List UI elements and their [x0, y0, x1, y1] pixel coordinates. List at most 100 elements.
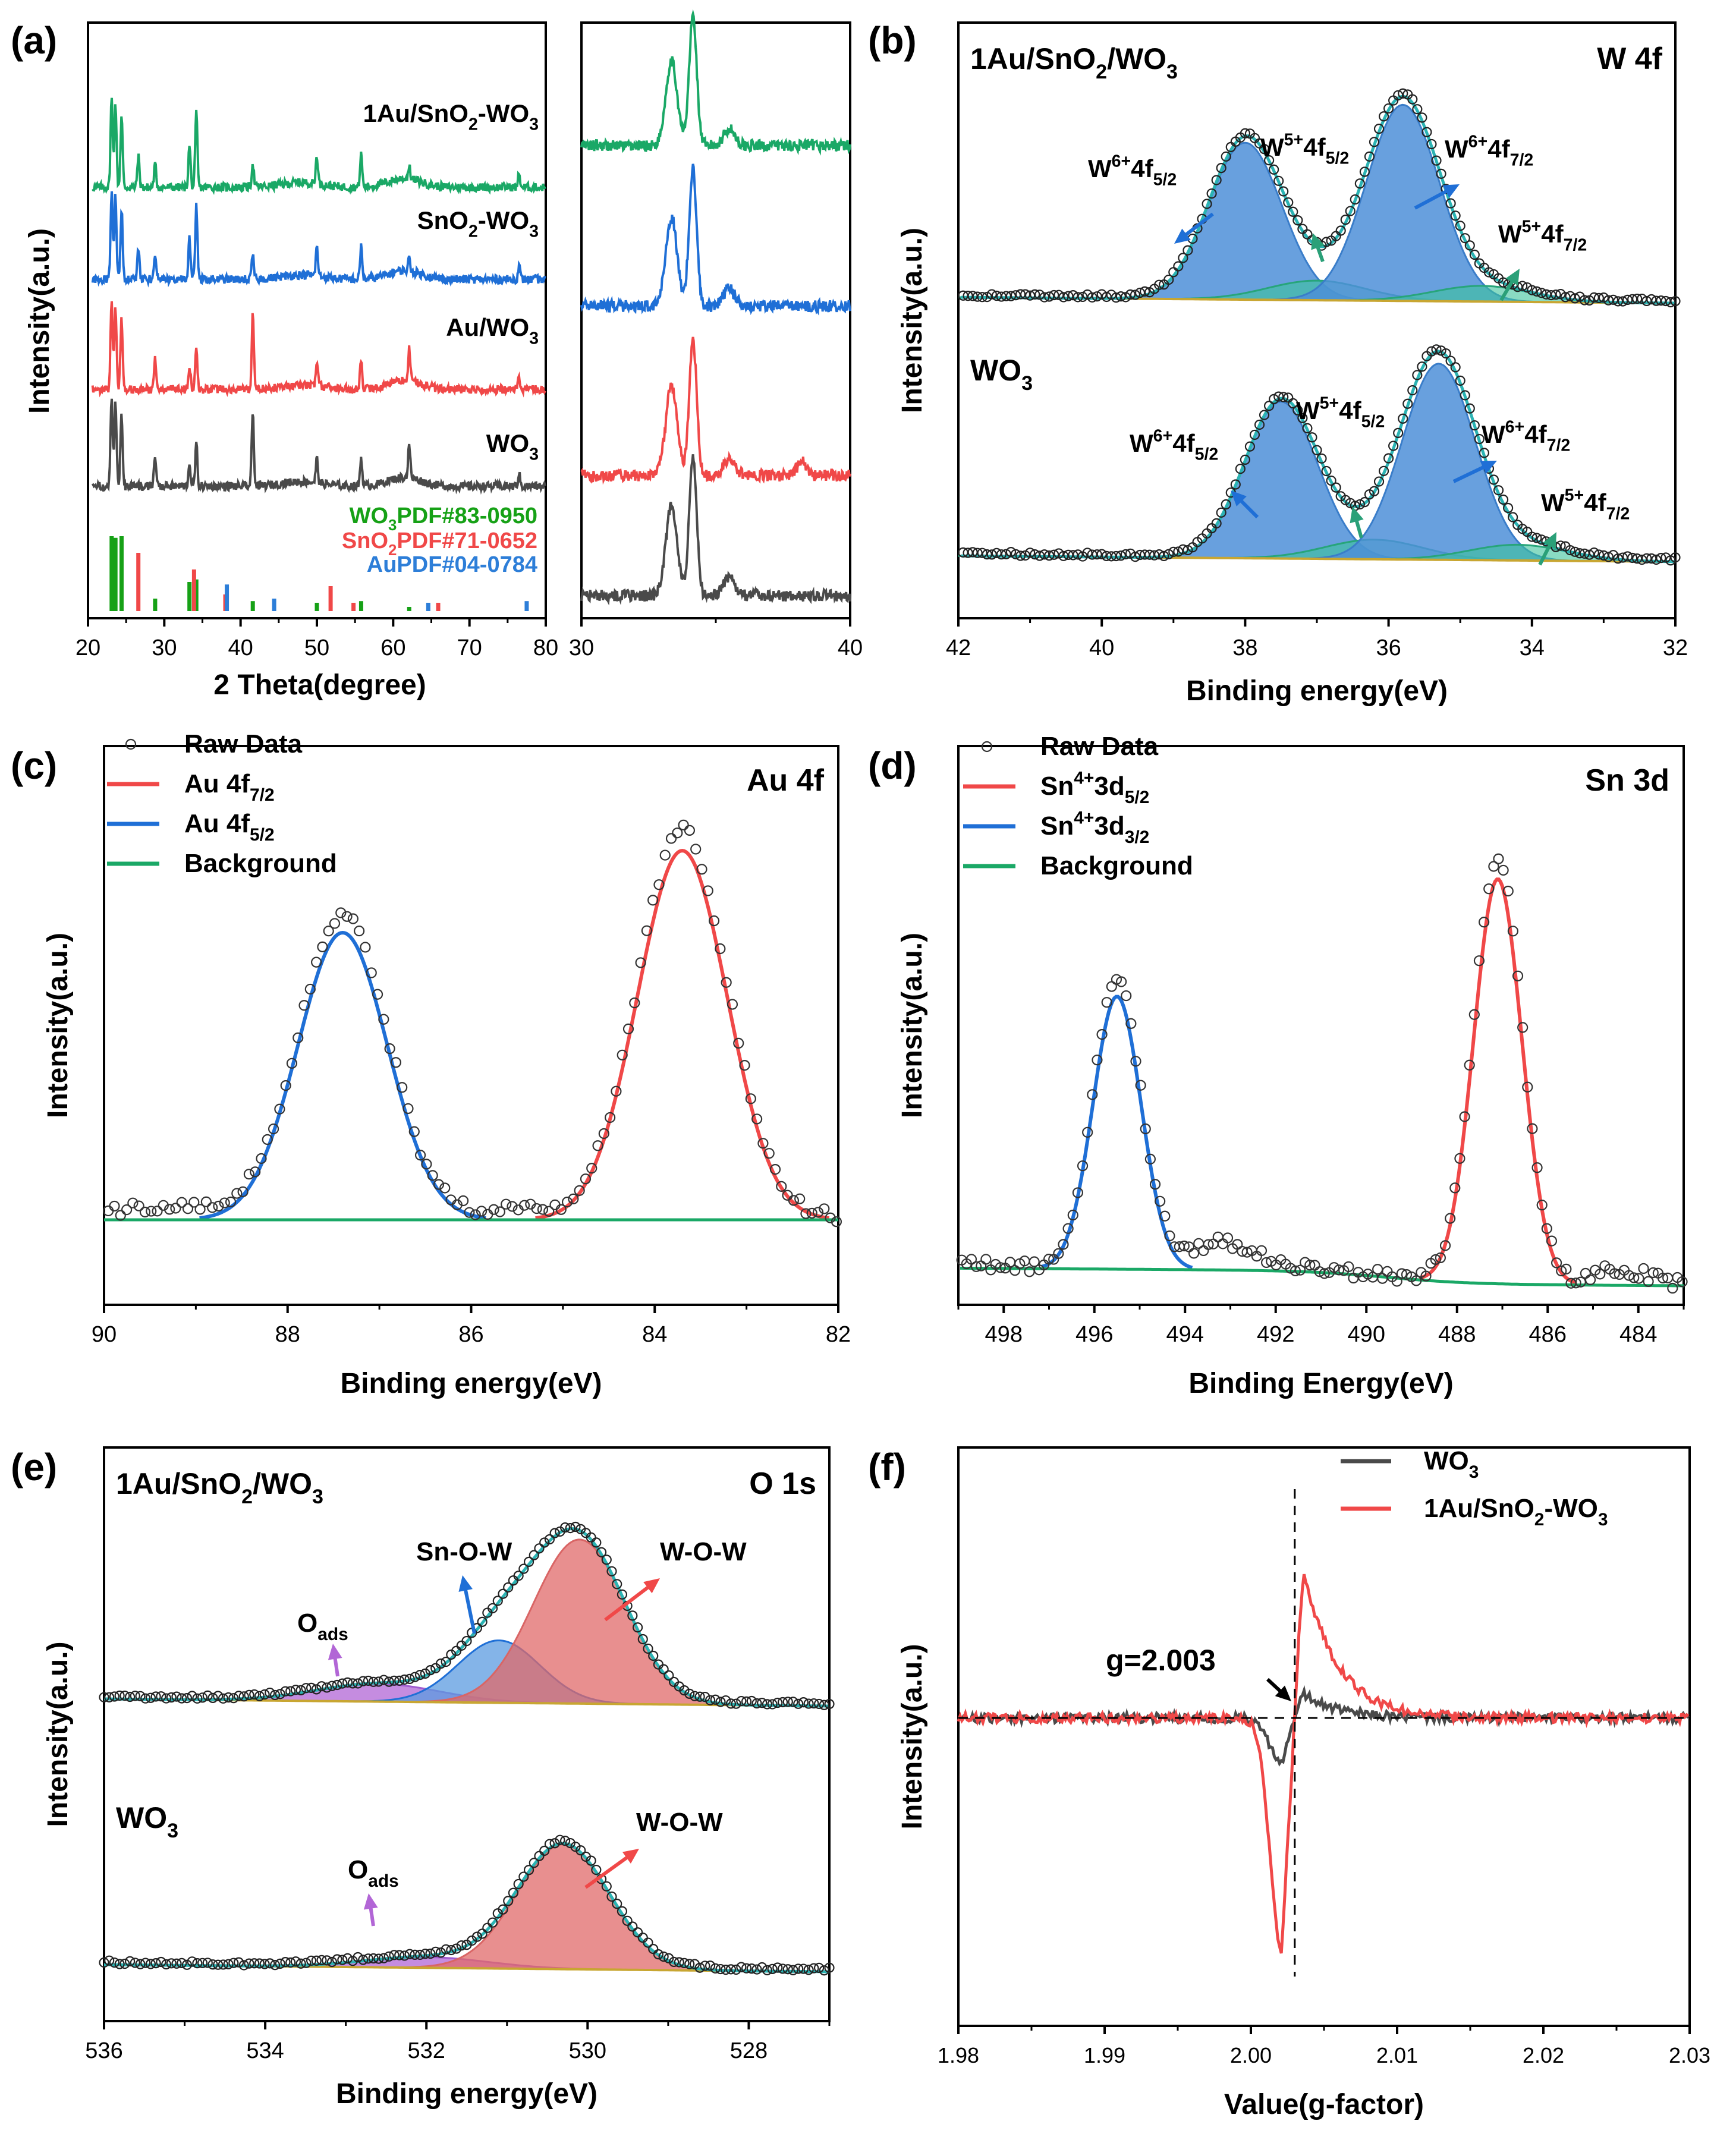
x-axis-title: 2 Theta(degree)	[213, 669, 426, 701]
legend: Raw Data Au 4f7/2 Au 4f5/2 Background	[107, 729, 337, 878]
raw-point	[1405, 1271, 1417, 1283]
raw-point	[373, 1676, 384, 1687]
raw-point	[1590, 1264, 1601, 1276]
raw-point	[254, 1691, 265, 1701]
raw-point	[1431, 344, 1442, 355]
raw-point	[456, 1940, 467, 1951]
y-axis-title: Intensity(a.u.)	[897, 228, 928, 413]
raw-point	[1159, 1210, 1171, 1222]
raw-point	[1608, 550, 1619, 561]
raw-point	[715, 1697, 726, 1707]
raw-point	[446, 1649, 457, 1660]
raw-point	[194, 1204, 206, 1215]
raw-point	[378, 1953, 389, 1963]
raw-point	[182, 1203, 194, 1214]
raw-point	[739, 1059, 750, 1071]
raw-point	[1073, 292, 1083, 303]
raw-point	[1096, 1028, 1108, 1040]
raw-point	[425, 1948, 436, 1959]
raw-point	[710, 1963, 721, 1974]
raw-point	[1020, 289, 1031, 300]
peak-arrow-head	[1174, 228, 1191, 244]
raw-point	[580, 1173, 592, 1185]
raw-point	[360, 942, 371, 953]
raw-point	[1139, 286, 1150, 297]
raw-point	[653, 879, 665, 890]
raw-point	[262, 1134, 273, 1145]
series-label: Au/WO3	[446, 313, 539, 348]
raw-point	[606, 1566, 617, 1576]
raw-point	[218, 1693, 229, 1704]
raw-point	[694, 1691, 705, 1702]
raw-point	[757, 1962, 768, 1973]
raw-point	[109, 1200, 120, 1212]
raw-point	[124, 1691, 136, 1702]
raw-point	[347, 913, 358, 924]
x-tick-label: 494	[1166, 1322, 1204, 1347]
raw-point	[498, 1588, 508, 1599]
raw-point	[399, 1950, 410, 1961]
raw-point	[731, 1698, 741, 1709]
panel-letter: (b)	[868, 19, 917, 62]
raw-point	[985, 1264, 996, 1276]
raw-point	[1297, 413, 1308, 423]
raw-point	[332, 1679, 342, 1691]
raw-point	[809, 1963, 819, 1974]
raw-point	[1024, 290, 1036, 301]
raw-point	[269, 1960, 281, 1971]
raw-point	[140, 1693, 151, 1704]
raw-point	[337, 1678, 348, 1689]
raw-point	[1058, 1239, 1069, 1250]
raw-point	[710, 1694, 721, 1705]
raw-point	[1058, 292, 1069, 303]
raw-point	[809, 1698, 819, 1709]
raw-point	[684, 1688, 695, 1699]
raw-point	[1584, 295, 1595, 306]
raw-point	[1474, 258, 1485, 269]
raw-point	[177, 1958, 187, 1968]
raw-point	[1517, 1022, 1529, 1033]
raw-point	[451, 1645, 462, 1656]
raw-point	[1058, 550, 1069, 561]
raw-point	[421, 1159, 432, 1170]
raw-point	[317, 941, 328, 953]
raw-point	[617, 1049, 628, 1060]
raw-point	[705, 1960, 716, 1971]
raw-point	[544, 1839, 555, 1849]
raw-point	[1493, 485, 1504, 496]
raw-point	[1638, 1263, 1649, 1274]
raw-point	[1034, 289, 1045, 300]
legend-label: Sn4+3d5/2	[1040, 769, 1149, 808]
sample-label: WO3	[116, 1801, 178, 1842]
raw-point	[347, 1678, 358, 1689]
raw-point	[598, 1128, 609, 1140]
raw-point	[617, 1906, 628, 1916]
raw-point	[1450, 362, 1461, 373]
raw-point	[1464, 240, 1475, 251]
fit-component	[958, 401, 1675, 563]
raw-point	[218, 1959, 229, 1970]
raw-point	[819, 1965, 829, 1976]
raw-point	[275, 1958, 285, 1969]
raw-point	[150, 1958, 161, 1969]
panel-f-epr: (f) 1.98 1.99 2.00 2.01 2.02 2.03 Value(g-facto…	[868, 1446, 1710, 2120]
x-tick-label: 32	[1663, 635, 1688, 660]
raw-point	[1115, 976, 1127, 987]
raw-point	[228, 1958, 239, 1968]
x-tick-label: 30	[569, 635, 594, 660]
raw-point	[488, 1204, 499, 1215]
raw-point	[1565, 291, 1575, 301]
raw-point	[1188, 1248, 1200, 1259]
raw-point	[1053, 548, 1064, 559]
raw-point	[430, 1663, 441, 1673]
raw-point	[456, 1640, 467, 1651]
raw-point	[690, 844, 702, 855]
component-label: Oads	[297, 1609, 348, 1644]
raw-point	[298, 1000, 310, 1011]
x-tick-label: 496	[1075, 1322, 1113, 1347]
raw-point	[223, 1692, 234, 1703]
raw-point	[286, 1058, 298, 1069]
x-tick-label: 42	[946, 635, 971, 660]
raw-point	[1436, 345, 1446, 356]
raw-data-points	[958, 344, 1681, 566]
